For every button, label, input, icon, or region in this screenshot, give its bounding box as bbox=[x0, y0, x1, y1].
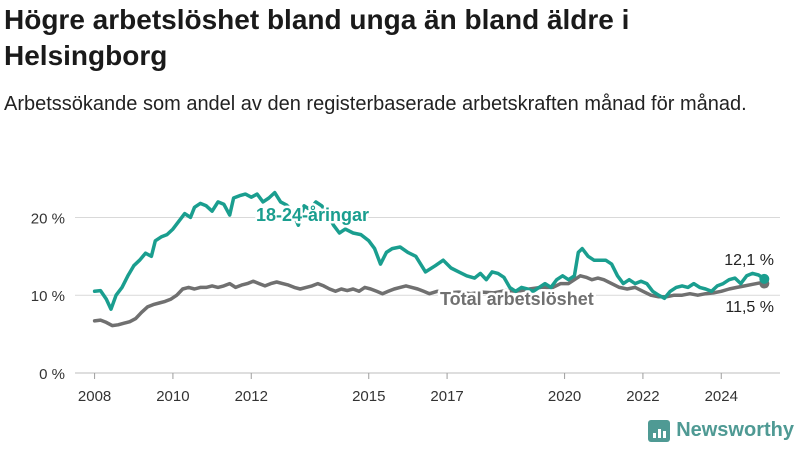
chart-title: Högre arbetslöshet bland unga än bland ä… bbox=[4, 4, 630, 71]
x-tick-label: 2024 bbox=[705, 388, 738, 405]
series-name-young: 18-24-åringar bbox=[256, 205, 369, 225]
series-line-total bbox=[92, 274, 767, 328]
x-tick-label: 2015 bbox=[352, 388, 385, 405]
y-tick-label: 20 % bbox=[31, 210, 65, 227]
bar-chart-logo-icon bbox=[648, 419, 671, 442]
y-axis-ticks: 0 % 10 % 20 % bbox=[31, 210, 65, 383]
x-tick-label: 2012 bbox=[235, 388, 268, 405]
series-line-young bbox=[92, 190, 767, 311]
series-labels: 18-24-åringar Total arbetslöshet 12,1 % 11,… bbox=[254, 203, 777, 319]
chart-subtitle: Arbetssökande som andel av den registerb… bbox=[4, 93, 747, 115]
series-lines bbox=[92, 190, 770, 328]
newsworthy-brand: Newsworthy bbox=[648, 419, 794, 442]
x-tick-label: 2022 bbox=[626, 388, 659, 405]
end-value-total: 11,5 % bbox=[725, 299, 774, 316]
x-tick-label: 2008 bbox=[78, 388, 111, 405]
x-tick-label: 2017 bbox=[430, 388, 463, 405]
x-tick-label: 2010 bbox=[156, 388, 189, 405]
series-name-total: Total arbetslöshet bbox=[440, 289, 594, 309]
brand-name: Newsworthy bbox=[676, 419, 794, 441]
series-line-young-endpoint bbox=[759, 273, 770, 284]
end-value-young: 12,1 % bbox=[724, 252, 774, 269]
x-axis-ticks: 2008 2010 2012 2015 2017 2020 2022 2024 bbox=[78, 373, 738, 405]
y-tick-label: 10 % bbox=[31, 288, 65, 305]
y-tick-label: 0 % bbox=[39, 366, 65, 383]
x-tick-label: 2020 bbox=[548, 388, 581, 405]
